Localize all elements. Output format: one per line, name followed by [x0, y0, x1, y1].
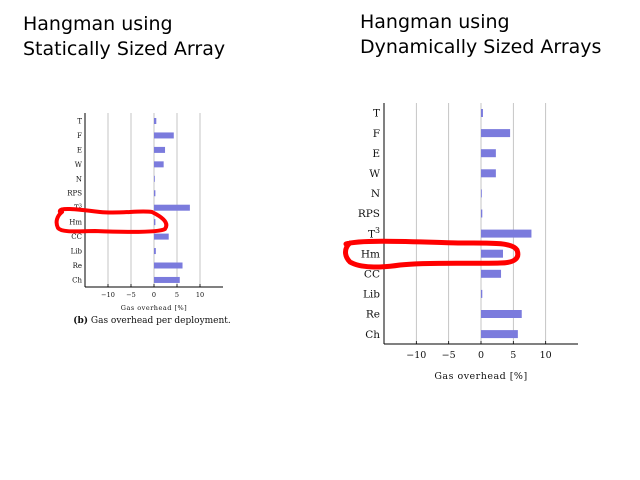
dynamic-category-label: E	[372, 148, 380, 160]
static-bar-t	[154, 118, 157, 124]
dynamic-category-label: Re	[366, 309, 380, 321]
dynamic-bar-n	[481, 189, 482, 198]
static-bar-cc	[154, 233, 169, 240]
static-bar-t3	[154, 204, 190, 211]
slide-title-right-line-2: Dynamically Sized Arrays	[360, 36, 602, 58]
static-bar-rps	[154, 190, 156, 197]
dynamic-x-axis-label: Gas overhead [%]	[434, 371, 527, 382]
dynamic-category-label: CC	[364, 268, 380, 280]
static-category-label: F	[77, 132, 82, 140]
static-bar-lib	[154, 248, 156, 255]
dynamic-bar-ch	[481, 330, 518, 339]
dynamic-category-label: F	[373, 128, 380, 140]
static-category-label: CC	[71, 233, 82, 241]
static-category-label: E	[77, 146, 82, 154]
static-bar-re	[154, 262, 183, 269]
static-category-label: Lib	[71, 248, 83, 256]
dynamic-bar-f	[481, 129, 511, 138]
dynamic-tick-label: 5	[510, 350, 516, 361]
static-category-label: RPS	[67, 190, 82, 198]
dynamic-tick-label: 10	[540, 350, 552, 361]
dynamic-bar-hm	[481, 249, 503, 258]
static-category-label: W	[75, 161, 83, 169]
slide-title-left: Hangman using Statically Sized Array	[23, 12, 225, 62]
dynamic-category-label: W	[369, 168, 380, 180]
slide-title-left-line-2: Statically Sized Array	[23, 38, 226, 60]
static-x-axis-label: Gas overhead [%]	[121, 304, 187, 312]
slide-title-right-line-1: Hangman using	[360, 11, 510, 33]
dynamic-tick-label: 0	[478, 350, 484, 361]
dynamic-bar-re	[481, 310, 522, 318]
static-category-label: Ch	[72, 276, 82, 284]
dynamic-bar-rps	[481, 209, 483, 218]
static-bar-e	[154, 146, 166, 153]
static-caption-text: Gas overhead per deployment.	[91, 316, 231, 326]
static-bar-hm	[154, 219, 156, 226]
static-tick-label: 0	[152, 291, 156, 299]
dynamic-category-label: T3	[368, 226, 380, 240]
static-tick-label: 5	[175, 291, 179, 299]
static-bar-n	[154, 175, 155, 182]
static-tick-label: −10	[101, 291, 115, 299]
dynamic-tick-label: −10	[406, 350, 426, 361]
dynamic-bar-e	[481, 149, 496, 158]
dynamic-bar-w	[481, 169, 496, 178]
static-category-label: Re	[73, 262, 82, 270]
dynamic-bar-cc	[481, 269, 502, 278]
dynamic-highlight-hm	[343, 238, 521, 270]
static-tick-label: 10	[196, 291, 204, 299]
dynamic-bar-t	[481, 109, 483, 117]
slide-title-left-line-1: Hangman using	[23, 13, 173, 35]
slide-title-right: Hangman using Dynamically Sized Arrays	[360, 10, 601, 60]
static-category-label: Hm	[69, 219, 82, 227]
static-category-label: N	[76, 175, 82, 183]
dynamic-category-label: RPS	[358, 208, 380, 220]
dynamic-category-label: Hm	[361, 248, 380, 260]
static-caption-label: (b)	[73, 315, 88, 326]
dynamic-bar-t3	[481, 229, 532, 238]
static-caption: (b) Gas overhead per deployment.	[73, 315, 231, 326]
static-bar-ch	[154, 276, 180, 283]
static-bar-f	[154, 132, 174, 139]
static-highlight-hm	[54, 207, 169, 234]
dynamic-category-label: N	[371, 188, 380, 200]
static-tick-label: −5	[126, 291, 136, 299]
dynamic-category-label: T	[373, 108, 380, 120]
static-category-label: T	[77, 117, 82, 125]
dynamic-tick-label: −5	[442, 350, 456, 361]
static-bar-w	[154, 161, 164, 168]
dynamic-bar-lib	[481, 289, 483, 298]
dynamic-category-label: Lib	[363, 289, 380, 301]
dynamic-category-label: Ch	[365, 329, 380, 341]
